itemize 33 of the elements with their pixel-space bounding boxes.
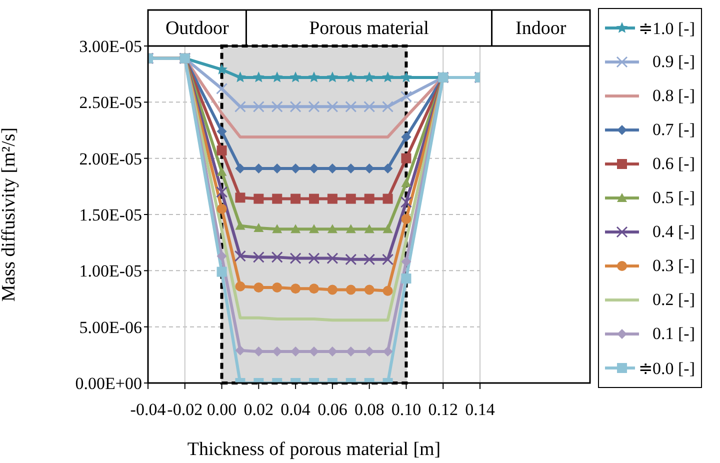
legend-label: 0.4 [-] bbox=[652, 222, 695, 242]
y-tick-label: 2.50E-05 bbox=[79, 93, 142, 112]
band-label: Porous material bbox=[309, 18, 429, 39]
y-tick-label: 5.00E-06 bbox=[79, 318, 142, 337]
x-tick-label: 0.02 bbox=[244, 400, 274, 420]
legend-label: ≑0.0 [-] bbox=[638, 358, 695, 378]
legend-label: 0.1 [-] bbox=[652, 324, 695, 344]
x-tick-label: -0.02 bbox=[167, 400, 203, 420]
legend-label: 0.9 [-] bbox=[652, 52, 695, 72]
legend-label: 0.8 [-] bbox=[652, 86, 695, 106]
legend-label: ≑1.0 [-] bbox=[638, 18, 695, 38]
x-tick-label: -0.04 bbox=[130, 400, 166, 420]
y-tick-label: 2.00E-05 bbox=[79, 149, 142, 168]
legend-label: 0.2 [-] bbox=[652, 290, 695, 310]
x-tick-label: 0.06 bbox=[318, 400, 348, 420]
y-axis-title: Mass diffusivity [m²/s] bbox=[0, 127, 20, 302]
y-tick-label: 3.00E-05 bbox=[79, 37, 142, 56]
legend-label: 0.3 [-] bbox=[652, 256, 695, 276]
y-tick-label: 1.50E-05 bbox=[79, 206, 142, 225]
x-axis-title: Thickness of porous material [m] bbox=[187, 439, 441, 460]
y-tick-label: 1.00E-05 bbox=[79, 262, 142, 281]
y-tick-label: 0.00E+00 bbox=[75, 374, 142, 394]
text: Indoor bbox=[516, 18, 567, 39]
x-tick-label: 0.00 bbox=[206, 400, 237, 420]
legend-label: 0.6 [-] bbox=[652, 154, 695, 174]
x-tick-label: 0.14 bbox=[465, 400, 496, 420]
x-tick-label: 0.04 bbox=[280, 400, 311, 420]
legend-label: 0.7 [-] bbox=[652, 120, 695, 140]
legend-label: 0.5 [-] bbox=[652, 188, 695, 208]
x-tick-label: 0.08 bbox=[354, 400, 384, 420]
x-tick-label: 0.12 bbox=[428, 400, 458, 420]
x-tick-label: 0.10 bbox=[391, 400, 422, 420]
text: Outdoor bbox=[165, 18, 230, 39]
